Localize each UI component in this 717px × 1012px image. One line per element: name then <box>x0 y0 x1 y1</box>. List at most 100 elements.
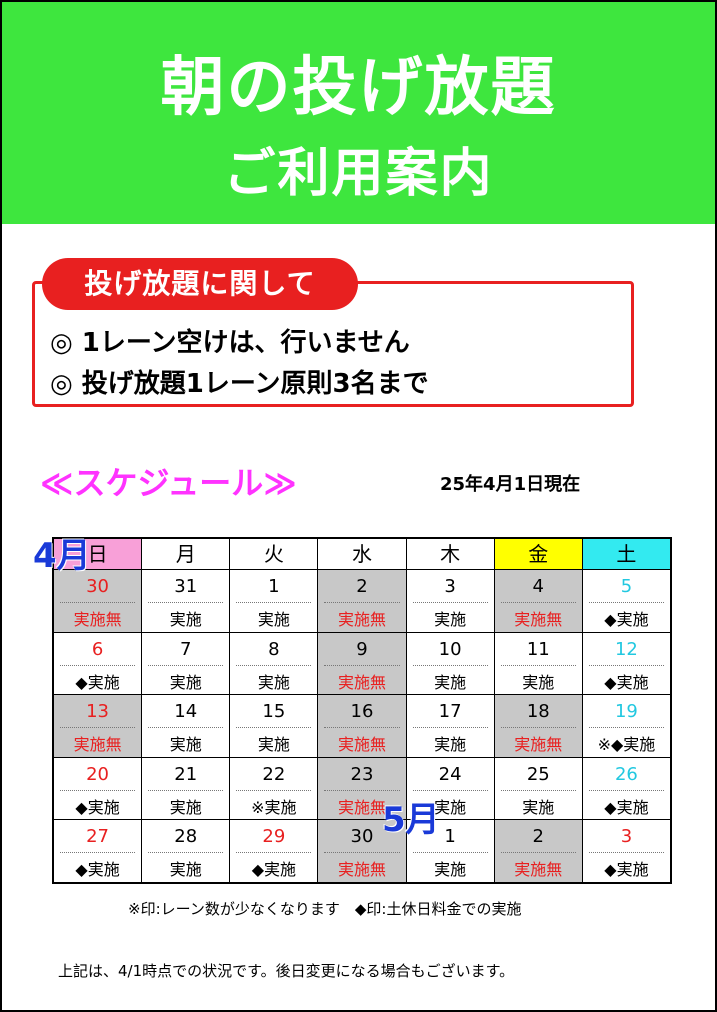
day-number: 25 <box>526 763 550 785</box>
weekday-sun: 日 <box>54 539 142 569</box>
dotted-divider <box>412 727 488 729</box>
calendar-day-cell: 4 実施無 <box>494 570 582 632</box>
calendar-day-cell: 31 実施 <box>142 570 230 632</box>
month-label-may: 5月 <box>382 800 440 840</box>
calendar-day-cell: 3 実施 <box>406 570 494 632</box>
day-number: 7 <box>179 638 192 660</box>
day-status: 実施無 <box>337 797 386 817</box>
month-label-april: 4月 <box>33 536 91 576</box>
dotted-divider <box>588 727 664 729</box>
dotted-divider <box>148 789 224 791</box>
dotted-divider <box>324 789 400 791</box>
dotted-divider <box>588 602 664 603</box>
day-status: 実施無 <box>337 610 386 629</box>
day-number: 27 <box>86 826 110 848</box>
day-status: 実施無 <box>337 860 386 880</box>
dotted-divider <box>60 727 136 729</box>
title-banner: 朝の投げ放題 ご利用案内 <box>2 2 715 224</box>
day-status: 実施無 <box>73 735 122 755</box>
calendar-day-cell: 21 実施 <box>142 757 230 820</box>
weekday-wed: 水 <box>318 539 406 569</box>
dotted-divider <box>324 602 400 603</box>
day-number: 13 <box>86 701 110 723</box>
day-number: 23 <box>350 763 374 785</box>
calendar-day-cell: 10 実施 <box>406 632 494 695</box>
calendar-day-cell: 7 実施 <box>142 632 230 695</box>
day-status: 実施 <box>257 610 290 629</box>
dotted-divider <box>324 852 400 854</box>
dotted-divider <box>588 664 664 666</box>
dotted-divider <box>236 852 312 854</box>
title-line-1: 朝の投げ放題 <box>160 51 557 125</box>
day-number: 29 <box>262 826 286 848</box>
weekday-thu: 木 <box>406 539 494 569</box>
day-number: 22 <box>262 763 286 785</box>
day-number: 3 <box>620 826 633 848</box>
title-line-2: ご利用案内 <box>223 144 494 204</box>
dotted-divider <box>60 664 136 666</box>
day-number: 9 <box>356 638 368 660</box>
day-status: ◆実施 <box>604 672 649 692</box>
dotted-divider <box>148 727 224 729</box>
calendar-day-cell: 30 実施無 <box>318 820 406 882</box>
calendar-day-cell: 2 実施無 <box>318 570 406 632</box>
day-status: 実施 <box>169 610 202 629</box>
day-status: ◆実施 <box>251 860 296 880</box>
day-status: 実施無 <box>514 735 563 755</box>
day-number: 1 <box>268 576 280 597</box>
calendar-day-cell: 5 ◆実施 <box>582 570 670 632</box>
dotted-divider <box>412 789 488 791</box>
day-status: 実施 <box>434 672 467 692</box>
day-status: 実施無 <box>73 610 122 629</box>
day-number: 2 <box>356 576 368 597</box>
day-number: 30 <box>86 576 110 597</box>
calendar-day-cell: 30 実施無 <box>54 570 142 632</box>
day-number: 28 <box>174 826 198 848</box>
calendar-day-cell: 25 実施 <box>494 757 582 820</box>
day-number: 11 <box>526 638 550 660</box>
calendar-day-cell: 1 実施 <box>406 820 494 882</box>
day-number: 4 <box>532 576 544 597</box>
day-status: ◆実施 <box>604 860 649 880</box>
dotted-divider <box>148 852 224 854</box>
calendar-day-cell: 9 実施無 <box>318 632 406 695</box>
day-number: 3 <box>444 576 456 597</box>
calendar-day-cell: 15 実施 <box>230 695 318 757</box>
weekday-sat: 土 <box>582 539 670 569</box>
calendar-day-cell: 19 ※◆実施 <box>582 695 670 757</box>
day-number: 31 <box>174 576 198 597</box>
calendar-day-cell: 29 ◆実施 <box>230 820 318 882</box>
day-status: 実施無 <box>337 735 386 755</box>
calendar-day-cell: 3 ◆実施 <box>582 820 670 882</box>
day-number: 30 <box>350 826 374 848</box>
day-number: 14 <box>174 701 198 723</box>
calendar-day-cell: 8 実施 <box>230 632 318 695</box>
day-status: 実施 <box>434 610 467 629</box>
dotted-divider <box>412 664 488 666</box>
day-status: 実施無 <box>337 672 386 692</box>
day-number: 24 <box>438 763 462 785</box>
day-status: ◆実施 <box>75 797 120 817</box>
day-number: 16 <box>350 701 374 723</box>
day-status: 実施無 <box>514 860 563 880</box>
dotted-divider <box>324 727 400 729</box>
calendar-day-cell: 24 実施 <box>406 757 494 820</box>
day-number: 8 <box>268 638 280 660</box>
dotted-divider <box>236 664 312 666</box>
calendar-day-cell: 20 ◆実施 <box>54 757 142 820</box>
day-status: ※◆実施 <box>597 735 656 755</box>
calendar-grid: 日 月 火 水 木 金 土 30 実施無 31 実施 1 実施 2 実施無 3 実施 4 実施無 5 ◆実… <box>54 539 670 882</box>
dotted-divider <box>324 664 400 666</box>
calendar-day-cell: 28 実施 <box>142 820 230 882</box>
notice-line-2: ◎ 投げ放題1レーン原則3名まで <box>50 369 429 399</box>
day-status: 実施 <box>434 797 467 817</box>
dotted-divider <box>60 789 136 791</box>
dotted-divider <box>500 602 576 603</box>
as-of-date: 25年4月1日現在 <box>440 474 581 495</box>
day-number: 20 <box>86 763 110 785</box>
dotted-divider <box>500 789 576 791</box>
calendar-day-cell: 18 実施無 <box>494 695 582 757</box>
dotted-divider <box>500 727 576 729</box>
legend-note: ※印:レーン数が少なくなります ◆印:土休日料金での実施 <box>128 900 522 918</box>
calendar-day-cell: 12 ◆実施 <box>582 632 670 695</box>
